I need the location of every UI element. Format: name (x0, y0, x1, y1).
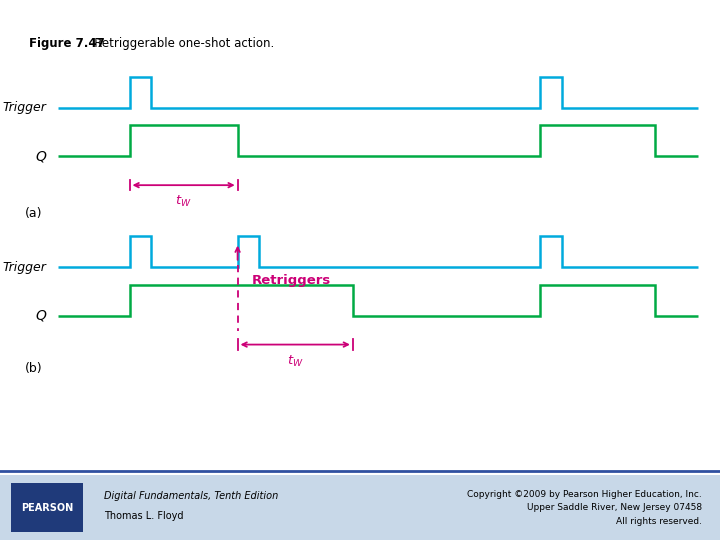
Text: Thomas L. Floyd: Thomas L. Floyd (104, 511, 184, 521)
Text: Retriggers: Retriggers (252, 274, 331, 287)
Text: All rights reserved.: All rights reserved. (616, 517, 702, 525)
Text: Q: Q (36, 150, 47, 164)
Text: Trigger: Trigger (3, 261, 47, 274)
Text: Trigger: Trigger (3, 101, 47, 114)
Text: Upper Saddle River, New Jersey 07458: Upper Saddle River, New Jersey 07458 (527, 503, 702, 512)
Text: PEARSON: PEARSON (21, 503, 73, 512)
Text: Copyright ©2009 by Pearson Higher Education, Inc.: Copyright ©2009 by Pearson Higher Educat… (467, 490, 702, 498)
Text: Q: Q (36, 309, 47, 323)
Text: $t_W$: $t_W$ (175, 194, 192, 209)
Text: Retriggerable one-shot action.: Retriggerable one-shot action. (83, 37, 274, 50)
Text: Figure 7.47: Figure 7.47 (29, 37, 104, 50)
Text: $t_W$: $t_W$ (287, 354, 304, 368)
Text: (a): (a) (25, 207, 42, 220)
Text: (b): (b) (25, 362, 42, 375)
Text: Digital Fundamentals, Tenth Edition: Digital Fundamentals, Tenth Edition (104, 491, 279, 501)
